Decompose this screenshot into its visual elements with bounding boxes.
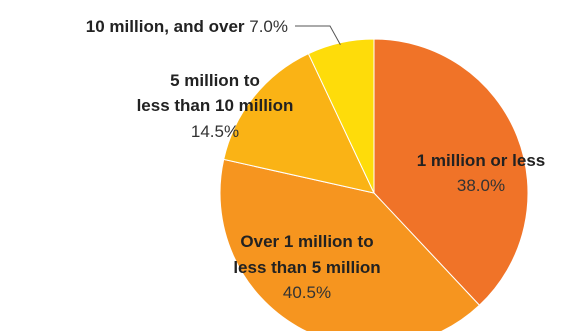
slice-label-1m-to-5m-line1: Over 1 million to [240, 232, 373, 251]
slice-1-million-or-less [373, 38, 529, 306]
slice-label-5m-to-10m-line2: less than 10 million [137, 96, 294, 115]
slice-label-1-million-or-less: 1 million or less [417, 151, 546, 170]
leader-lines [295, 25, 341, 45]
slice-1m-to-5m [219, 158, 481, 331]
slice-value-5m-to-10m: 14.5% [191, 122, 239, 141]
slice-label-10m-and-over: 10 million, and over 7.0% [86, 17, 288, 36]
pie-slices [219, 38, 529, 331]
slice-value-1-million-or-less: 38.0% [457, 176, 505, 195]
slice-label-1m-to-5m-line2: less than 5 million [233, 258, 380, 277]
leader-line-10m-and-over [295, 25, 341, 45]
slice-5m-to-10m [223, 52, 375, 194]
slice-value-10m-and-over-text: 7.0% [249, 17, 288, 36]
slice-10m-and-over [307, 38, 375, 194]
slice-label-10m-and-over-name: 10 million, and over [86, 17, 245, 36]
slice-label-5m-to-10m-line1: 5 million to [170, 71, 260, 90]
slice-value-1m-to-5m: 40.5% [283, 283, 331, 302]
